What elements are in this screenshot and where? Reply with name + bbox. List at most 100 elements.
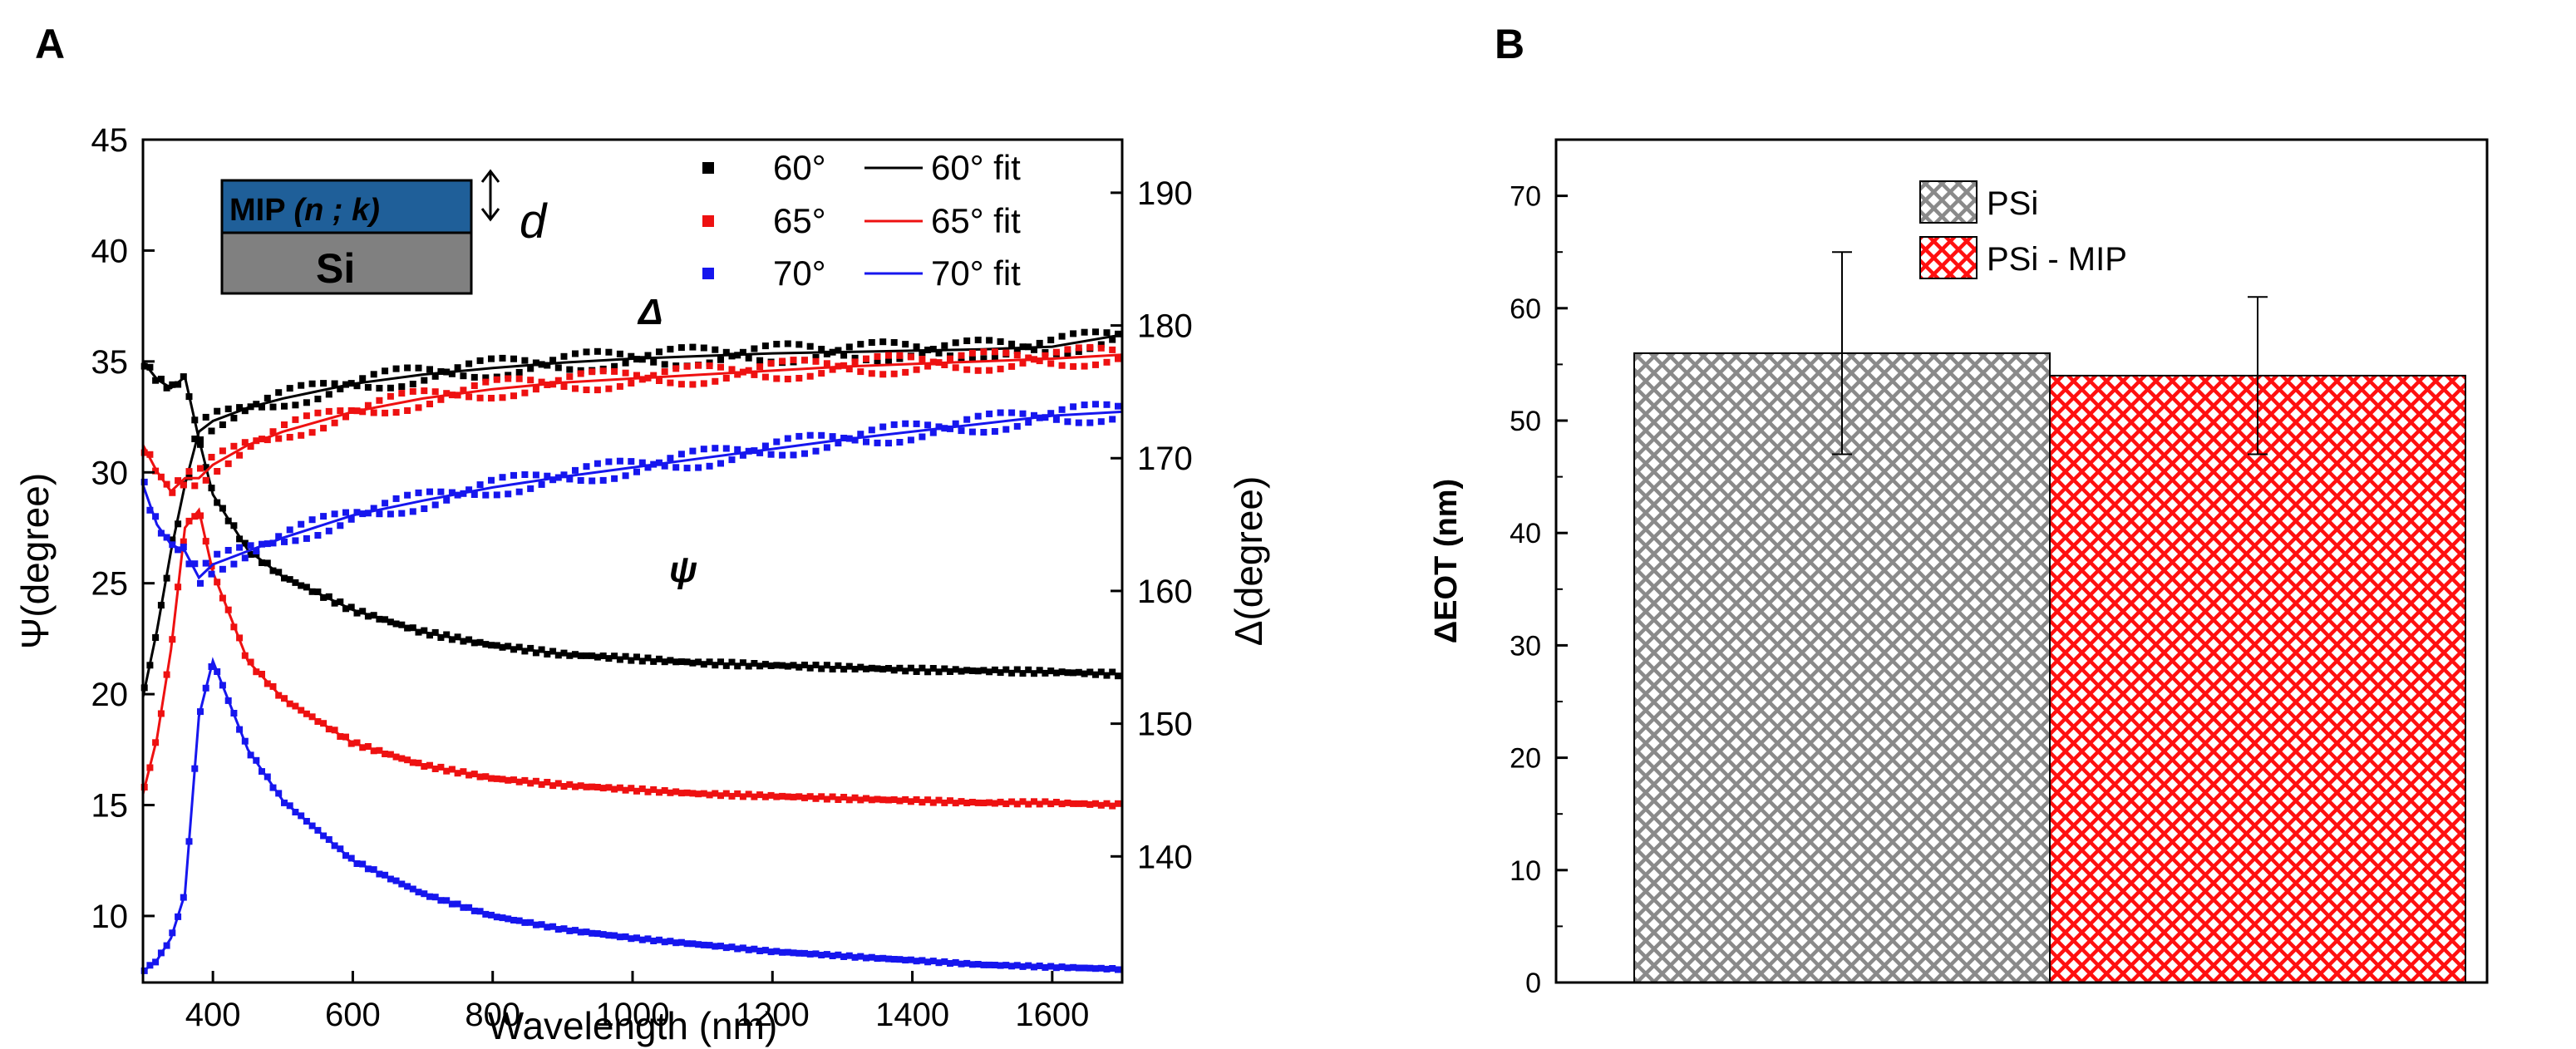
data-point — [347, 603, 355, 611]
data-point — [1075, 344, 1082, 352]
data-point — [214, 668, 221, 675]
data-point — [157, 473, 165, 480]
data-point — [734, 371, 741, 378]
data-point — [241, 407, 249, 415]
data-point — [577, 782, 584, 790]
data-point — [560, 352, 568, 360]
data-point — [431, 388, 439, 396]
data-point — [941, 342, 948, 349]
data-point — [672, 658, 680, 666]
data-point — [292, 579, 299, 586]
data-point — [337, 733, 344, 740]
data-point — [756, 662, 764, 670]
data-point — [163, 384, 170, 392]
data-point — [986, 668, 993, 676]
data-point — [1086, 800, 1094, 808]
data-point — [795, 793, 803, 800]
data-point — [868, 339, 875, 346]
data-point — [622, 472, 629, 480]
data-point — [331, 726, 338, 734]
data-point — [337, 522, 344, 529]
data-point — [616, 656, 623, 663]
data-point — [527, 365, 534, 372]
data-point — [924, 362, 932, 370]
data-point — [706, 462, 713, 470]
data-point — [812, 795, 820, 802]
data-point — [689, 790, 697, 797]
data-point — [868, 664, 875, 672]
data-point — [857, 431, 864, 438]
data-point — [1081, 401, 1088, 409]
data-point — [1031, 346, 1037, 353]
y-tick-label: 40 — [91, 233, 129, 269]
data-point — [594, 653, 601, 661]
data-point — [611, 653, 618, 660]
data-point — [191, 560, 199, 568]
data-point — [1103, 965, 1111, 973]
data-point — [214, 499, 221, 506]
data-point — [986, 367, 993, 374]
data-point — [364, 510, 372, 517]
data-point — [1092, 328, 1099, 336]
data-point — [572, 783, 579, 790]
data-point — [443, 631, 451, 638]
data-point — [510, 646, 517, 653]
data-point — [382, 367, 389, 375]
data-point — [929, 429, 937, 436]
data-point — [594, 387, 601, 394]
data-point — [1058, 963, 1066, 971]
y-tick-label: 10 — [91, 899, 129, 935]
data-point — [935, 959, 943, 967]
data-point — [241, 439, 249, 446]
data-point — [628, 935, 635, 943]
data-point — [353, 739, 361, 746]
data-point — [465, 360, 473, 367]
data-point — [460, 387, 467, 394]
data-point — [812, 354, 820, 361]
data-point — [387, 384, 394, 392]
data-point — [628, 352, 635, 360]
data-point — [644, 464, 652, 471]
data-point — [761, 793, 769, 800]
data-point — [689, 447, 697, 455]
data-point — [829, 348, 836, 356]
data-point — [359, 408, 367, 416]
data-point — [454, 900, 461, 908]
data-point — [952, 364, 959, 372]
data-point — [549, 381, 557, 388]
data-point — [157, 602, 165, 609]
data-point — [308, 429, 316, 436]
data-point — [818, 952, 825, 958]
data-point — [308, 822, 316, 830]
data-point — [470, 382, 478, 389]
data-point — [191, 416, 199, 424]
data-point — [219, 594, 226, 602]
data-point — [236, 726, 244, 733]
data-point — [505, 372, 512, 379]
data-point — [454, 491, 461, 499]
data-point — [667, 346, 674, 353]
data-point — [1036, 667, 1043, 674]
data-point — [717, 460, 724, 467]
data-point — [275, 389, 283, 396]
data-point — [448, 900, 456, 908]
data-point — [717, 658, 724, 666]
data-point — [605, 458, 613, 465]
data-point — [616, 457, 623, 465]
data-point — [493, 914, 500, 921]
data-point — [868, 370, 875, 377]
data-point — [851, 358, 859, 366]
data-point — [286, 434, 293, 441]
data-point — [409, 885, 416, 893]
y-tick-label: 30 — [1510, 630, 1541, 662]
data-point — [628, 657, 635, 664]
data-point — [538, 361, 545, 368]
data-point — [303, 534, 310, 542]
data-point — [392, 495, 400, 502]
data-point — [695, 941, 702, 948]
data-point — [331, 842, 338, 850]
x-tick-label: 600 — [325, 997, 381, 1033]
data-point — [1025, 962, 1032, 969]
data-point — [829, 953, 836, 959]
data-point — [180, 538, 187, 545]
